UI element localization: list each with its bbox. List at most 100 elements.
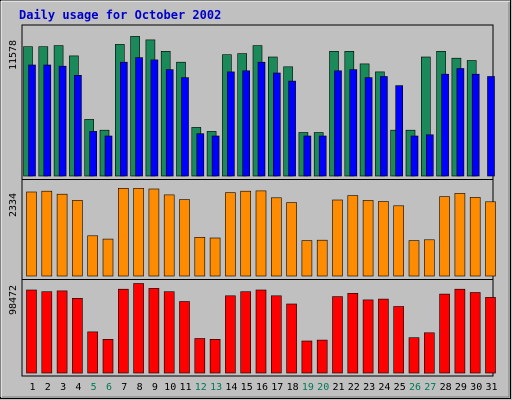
y-tick-label-panel1: 11578 (8, 40, 19, 70)
bar-panel2-series1-day-5 (87, 235, 98, 277)
bar-panel2-series1-day-7 (118, 188, 129, 277)
bar-panel2-series1-day-30 (469, 197, 481, 277)
bar-panel3-series1-day-17 (270, 295, 282, 374)
bar-panel1-series2-day-31 (487, 76, 495, 177)
bar-panel2-series1-day-17 (270, 197, 282, 277)
bar-panel2-series1-day-25 (393, 205, 405, 277)
x-tick-label-day-22: 22 (348, 382, 360, 393)
bar-panel2-series1-day-13 (209, 237, 221, 277)
bar-panel3-series1-day-7 (118, 288, 129, 374)
y-tick-labels: 11578 2334 98472 (8, 40, 19, 315)
x-tick-label-day-2: 2 (45, 382, 51, 393)
x-tick-label-day-3: 3 (60, 382, 66, 393)
bar-panel3-series1-day-18 (286, 303, 297, 374)
bar-panel3-series1-day-19 (301, 340, 313, 374)
bar-panel3-series1-day-13 (209, 338, 221, 374)
bar-panel1-series2-day-30 (471, 73, 480, 177)
bar-panel3-series1-day-20 (316, 339, 328, 374)
bar-panel3-series1-day-30 (469, 292, 481, 374)
bar-panel1-series2-day-12 (196, 133, 205, 177)
bar-panel2-series1-day-19 (301, 240, 313, 277)
bar-panel2-series1-day-16 (255, 190, 267, 277)
x-tick-label-day-19: 19 (302, 382, 314, 393)
x-tick-label-day-16: 16 (256, 382, 268, 393)
bar-panel2-series1-day-18 (286, 202, 297, 277)
x-tick-label-day-7: 7 (121, 382, 127, 393)
bar-panel1-series2-day-14 (227, 71, 235, 177)
bar-panel3-series1-day-15 (240, 291, 251, 374)
bar-panel1-series2-day-11 (181, 77, 189, 177)
x-tick-label-day-21: 21 (332, 382, 344, 393)
x-tick-label-day-27: 27 (424, 382, 436, 393)
bar-panel1-series2-day-25 (395, 85, 404, 177)
bar-panel2-series1-day-1 (26, 191, 37, 277)
x-tick-label-day-13: 13 (210, 382, 222, 393)
bar-panel3-series1-day-1 (26, 289, 37, 374)
bar-panel2-series1-day-26 (408, 240, 420, 277)
bar-panel3-series1-day-8 (133, 283, 144, 374)
bar-panel1-series2-day-8 (135, 57, 143, 177)
x-tick-label-day-9: 9 (152, 382, 158, 393)
y-tick-label-panel3: 98472 (8, 285, 19, 315)
bar-panel1-series2-day-9 (150, 59, 159, 177)
bar-panel1-series2-day-19 (303, 135, 312, 177)
bar-panel3-series1-day-6 (102, 338, 114, 374)
x-tick-label-day-15: 15 (241, 382, 253, 393)
bar-panel3-series1-day-3 (56, 290, 68, 374)
bar-panel2-series1-day-4 (72, 200, 83, 277)
bar-panel1-series2-day-1 (28, 64, 36, 177)
x-tick-label-day-20: 20 (317, 382, 329, 393)
bar-panel2-series1-day-3 (56, 193, 68, 277)
bar-panel1-series2-day-24 (380, 76, 388, 177)
bar-marks (23, 36, 496, 374)
bar-panel3-series1-day-28 (439, 293, 450, 374)
bar-panel2-series1-day-21 (332, 199, 343, 277)
bar-panel1-series2-day-6 (104, 135, 113, 177)
bar-panel2-series1-day-2 (41, 190, 53, 277)
bar-panel3-series1-day-29 (454, 288, 466, 374)
x-tick-label-day-29: 29 (455, 382, 467, 393)
bar-panel2-series1-day-9 (148, 188, 160, 277)
bar-panel1-series2-day-22 (349, 69, 358, 177)
bar-panel3-series1-day-26 (408, 337, 420, 374)
bar-panel1-series2-day-20 (318, 135, 327, 177)
bar-panel3-series1-day-27 (423, 332, 435, 374)
bar-panel3-series1-day-9 (148, 288, 160, 374)
bar-panel1-series2-day-2 (43, 64, 52, 177)
bar-panel3-series1-day-11 (179, 301, 190, 374)
x-tick-label-day-8: 8 (137, 382, 143, 393)
bar-panel3-series1-day-25 (393, 306, 405, 374)
bar-panel1-series2-day-26 (410, 135, 419, 177)
x-tick-label-day-1: 1 (29, 382, 35, 393)
bar-panel1-series2-day-18 (288, 80, 296, 177)
x-tick-label-day-23: 23 (363, 382, 375, 393)
x-tick-label-day-18: 18 (287, 382, 299, 393)
x-tick-label-day-4: 4 (75, 382, 81, 393)
bar-panel2-series1-day-8 (133, 188, 144, 277)
x-tick-label-day-10: 10 (164, 382, 176, 393)
bar-panel1-series2-day-27 (425, 134, 434, 177)
bar-panel3-series1-day-16 (255, 289, 267, 374)
bar-panel2-series1-day-6 (102, 238, 114, 277)
bar-panel2-series1-day-31 (485, 201, 496, 277)
bar-panel3-series1-day-21 (332, 296, 343, 374)
bar-panel3-series1-day-12 (194, 338, 206, 374)
bar-panel2-series1-day-12 (194, 237, 206, 277)
x-tick-label-day-31: 31 (485, 382, 497, 393)
bar-panel2-series1-day-20 (316, 239, 328, 277)
bar-panel3-series1-day-22 (347, 292, 359, 374)
bar-panel1-series2-day-23 (364, 77, 373, 177)
x-tick-label-day-26: 26 (409, 382, 421, 393)
bar-panel1-series2-day-7 (120, 61, 128, 177)
bar-panel3-series1-day-5 (87, 331, 98, 374)
bar-panel1-series2-day-10 (165, 69, 174, 177)
x-tick-label-day-25: 25 (394, 382, 406, 393)
bar-panel1-series1-day-27 (420, 56, 431, 177)
bar-panel2-series1-day-11 (179, 199, 190, 277)
bar-panel1-series2-day-3 (58, 65, 67, 177)
bar-panel2-series1-day-28 (439, 196, 450, 277)
bar-panel3-series1-day-31 (485, 297, 496, 374)
bar-panel1-series2-day-4 (74, 75, 82, 177)
bar-panel2-series1-day-22 (347, 195, 359, 277)
x-tick-label-day-12: 12 (195, 382, 207, 393)
